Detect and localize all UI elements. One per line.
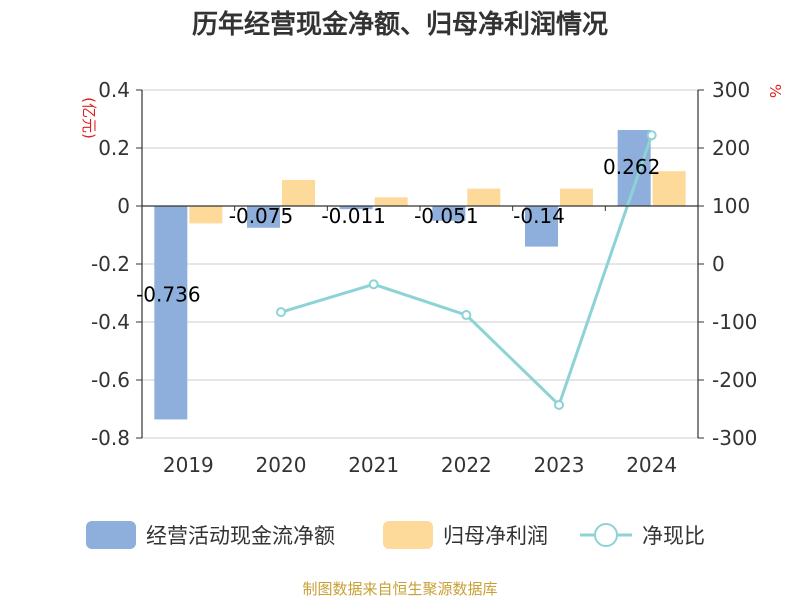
x-tick-label: 2023 [534, 453, 585, 477]
gridlines [142, 89, 698, 439]
ratio-point [368, 279, 379, 290]
legend-swatch-netprofit [383, 521, 433, 549]
left-tick-label: 0 [117, 194, 130, 218]
cashflow-data-label: -0.736 [136, 282, 200, 306]
right-tick-label: 100 [712, 194, 750, 218]
netprofit-bar [560, 188, 593, 206]
ratio-line-path [280, 134, 654, 408]
netprofit-bar [374, 197, 408, 206]
cashflow-data-label: -0.14 [513, 204, 565, 228]
legend-marker-ratio [594, 523, 618, 547]
x-tick-label: 2019 [163, 453, 214, 477]
ratio-line [276, 130, 657, 410]
left-tick-label: -0.2 [91, 252, 130, 276]
x-tick-label: 2020 [256, 453, 307, 477]
netprofit-bar [652, 171, 686, 206]
x-axis: 2019 2020 2021 2022 2023 2024 [142, 205, 698, 477]
ratio-point [276, 307, 286, 318]
left-tick-label: 0.4 [98, 78, 130, 102]
cashflow-bar [432, 206, 466, 221]
data-labels: -0.736 -0.075 -0.011 -0.051 -0.14 0.262 [136, 155, 660, 306]
right-tick-label: 0 [712, 252, 725, 276]
source-note: 制图数据来自恒生聚源数据库 [302, 580, 497, 598]
right-axis-unit: % [766, 84, 784, 98]
left-axis: 0.4 0.2 0 -0.2 -0.4 -0.6 -0.8 [91, 78, 143, 450]
left-axis-unit: (亿元) [80, 97, 98, 139]
chart-title: 历年经营现金净额、归母净利润情况 [192, 9, 608, 40]
ratio-point [646, 130, 657, 141]
netprofit-bar [189, 206, 223, 224]
cashflow-data-label: -0.051 [414, 204, 478, 228]
bars [154, 130, 686, 420]
right-tick-label: -300 [712, 426, 757, 450]
ratio-point [554, 399, 564, 410]
right-tick-label: -100 [712, 310, 757, 334]
cashflow-bar [154, 206, 188, 420]
cashflow-bar [617, 130, 651, 206]
right-tick-label: 200 [712, 136, 750, 160]
netprofit-bar [467, 188, 501, 206]
right-tick-label: 300 [712, 78, 750, 102]
legend-swatch-cashflow [86, 521, 136, 549]
legend-label-cashflow: 经营活动现金流净额 [146, 524, 335, 548]
right-axis: 300 200 100 0 -100 -200 -300 [697, 78, 757, 450]
cashflow-data-label: -0.075 [229, 204, 293, 228]
cashflow-data-label: 0.262 [603, 155, 660, 179]
legend: 经营活动现金流净额 归母净利润 净现比 [86, 521, 705, 549]
x-tick-label: 2021 [348, 453, 399, 477]
left-tick-label: -0.4 [91, 310, 130, 334]
left-tick-label: 0.2 [98, 136, 130, 160]
x-tick-label: 2024 [626, 453, 677, 477]
legend-label-netprofit: 归母净利润 [443, 524, 548, 548]
cashflow-bar [525, 206, 558, 247]
right-tick-label: -200 [712, 368, 757, 392]
left-tick-label: -0.6 [91, 368, 130, 392]
cashflow-bar [339, 206, 373, 210]
legend-label-ratio: 净现比 [642, 524, 705, 548]
netprofit-bar [282, 179, 315, 206]
ratio-point [461, 310, 472, 321]
cashflow-bar [247, 206, 280, 228]
x-tick-label: 2022 [441, 453, 492, 477]
left-tick-label: -0.8 [91, 426, 130, 450]
cashflow-data-label: -0.011 [321, 204, 385, 228]
